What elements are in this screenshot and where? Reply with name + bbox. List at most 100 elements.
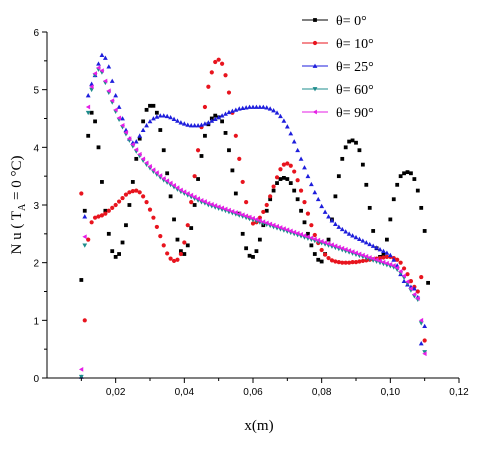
data-point [264, 105, 270, 110]
data-point [281, 162, 286, 167]
data-point [282, 175, 286, 180]
data-point [189, 226, 194, 230]
data-point [329, 258, 335, 263]
data-point [230, 108, 235, 113]
data-point [367, 205, 372, 210]
data-point [308, 181, 314, 187]
data-point [271, 188, 276, 193]
data-point [295, 178, 300, 183]
data-point [161, 113, 167, 118]
data-point [82, 243, 88, 248]
legend-marker [312, 87, 318, 92]
data-point [154, 224, 159, 230]
data-point [109, 78, 115, 83]
data-point [209, 202, 214, 207]
data-point [405, 272, 410, 277]
data-point [299, 208, 303, 213]
data-point [96, 145, 101, 150]
data-point [288, 181, 293, 185]
data-point [223, 111, 228, 116]
data-point [309, 223, 314, 228]
data-point [411, 291, 417, 297]
data-point [254, 104, 259, 109]
data-point [291, 229, 297, 235]
data-point [398, 268, 403, 274]
data-point [192, 203, 197, 207]
data-point [275, 181, 279, 185]
data-point [226, 109, 232, 115]
data-point [418, 321, 424, 326]
data-point [120, 116, 125, 121]
data-point [137, 151, 142, 157]
data-point [96, 214, 101, 219]
data-point [220, 119, 224, 124]
series-4 [78, 65, 427, 372]
data-point [195, 148, 201, 153]
data-point [133, 147, 139, 153]
legend-entry: θ= 0° [302, 14, 367, 29]
y-tick-label: 3 [33, 201, 39, 212]
data-point [123, 129, 128, 135]
legend-label: θ= 0° [336, 14, 367, 29]
data-point [288, 131, 294, 136]
data-point [326, 237, 331, 242]
data-point [100, 180, 104, 184]
data-point [384, 260, 389, 266]
data-point [360, 252, 365, 258]
data-point [339, 226, 345, 232]
data-point [418, 317, 424, 323]
data-point [213, 59, 218, 65]
data-point [212, 203, 218, 208]
data-point [281, 118, 287, 123]
data-point [172, 217, 176, 222]
data-point [298, 188, 304, 193]
data-point [178, 187, 183, 193]
legend-label: θ= 10° [336, 37, 374, 52]
data-point [347, 260, 352, 265]
data-point [117, 252, 121, 256]
data-point [127, 136, 132, 142]
data-point [268, 194, 273, 199]
axes: 0,02 0,04 0,06 0,08 0,10 0,12 0 1 2 3 4 5 6 [33, 28, 469, 398]
data-point [387, 261, 393, 267]
data-point [281, 226, 286, 232]
data-point [192, 123, 198, 128]
data-point [185, 122, 191, 127]
data-point [133, 139, 139, 144]
data-point [278, 167, 283, 172]
data-point [363, 240, 369, 245]
data-point [357, 148, 362, 153]
data-point [415, 289, 420, 294]
data-point [278, 113, 283, 119]
data-point [219, 205, 225, 211]
data-point [322, 240, 328, 245]
data-point [312, 236, 317, 242]
data-point [298, 232, 303, 237]
data-point [79, 278, 84, 282]
y-axis-title-rest: = 0 °C) [9, 156, 25, 204]
data-point [240, 231, 245, 236]
data-point [422, 338, 427, 343]
data-point [175, 118, 180, 123]
data-point [103, 211, 108, 216]
data-point [257, 237, 262, 242]
data-point [394, 265, 400, 271]
y-tick-label: 0 [33, 374, 39, 385]
data-point [195, 123, 201, 128]
data-point [401, 273, 406, 279]
data-point [147, 118, 153, 124]
data-point [226, 90, 232, 95]
data-point [408, 286, 413, 292]
legend-label: θ= 25° [336, 60, 374, 75]
data-point [205, 120, 211, 125]
data-point [168, 256, 173, 261]
y-tick-label: 5 [33, 86, 39, 97]
data-point [295, 230, 300, 236]
data-point [86, 237, 91, 242]
data-point [137, 136, 142, 141]
data-point [278, 177, 283, 181]
data-point [346, 231, 352, 236]
data-point [336, 174, 341, 179]
data-point [247, 253, 252, 258]
data-point [354, 140, 358, 145]
